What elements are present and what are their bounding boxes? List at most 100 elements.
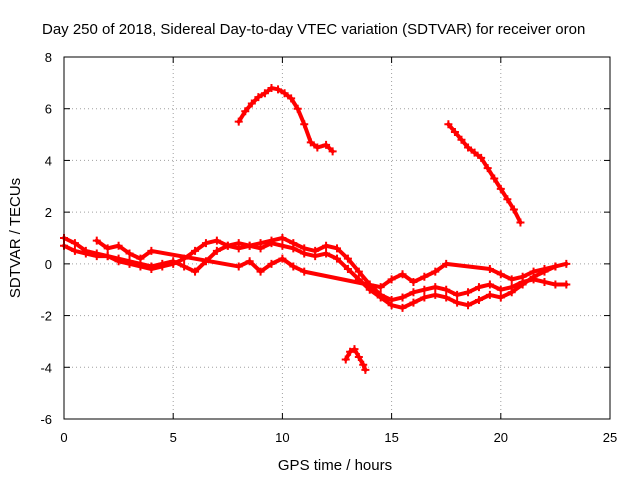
data-point bbox=[464, 143, 473, 152]
data-point bbox=[420, 285, 429, 294]
data-point bbox=[245, 257, 254, 266]
data-point bbox=[103, 244, 112, 253]
y-tick-label: 6 bbox=[45, 102, 52, 117]
data-point bbox=[376, 283, 385, 292]
data-point bbox=[453, 290, 462, 299]
data-point bbox=[457, 135, 466, 144]
data-point bbox=[346, 347, 355, 356]
data-point bbox=[300, 249, 309, 258]
y-axis-label: SDTVAR / TECUs bbox=[7, 178, 24, 298]
data-point bbox=[350, 345, 359, 354]
data-point bbox=[470, 148, 479, 157]
y-tick-label: 0 bbox=[45, 257, 52, 272]
data-point bbox=[158, 259, 167, 268]
data-point bbox=[289, 244, 298, 253]
data-point bbox=[278, 234, 287, 242]
data-point bbox=[516, 218, 525, 227]
data-point bbox=[490, 174, 499, 183]
data-point bbox=[359, 360, 368, 369]
x-tick-label: 25 bbox=[603, 430, 617, 445]
data-point bbox=[125, 257, 134, 266]
data-point bbox=[420, 293, 429, 302]
y-tick-label: 2 bbox=[45, 205, 52, 220]
data-point bbox=[496, 285, 505, 294]
data-point bbox=[311, 252, 320, 261]
data-point bbox=[518, 272, 527, 281]
data-point bbox=[70, 246, 79, 255]
data-point bbox=[328, 147, 337, 156]
data-point bbox=[485, 290, 494, 299]
data-point bbox=[289, 262, 298, 271]
data-point bbox=[280, 89, 289, 98]
data-point bbox=[496, 270, 505, 279]
x-tick-label: 15 bbox=[384, 430, 398, 445]
data-point bbox=[431, 283, 440, 292]
y-tick-label: -6 bbox=[40, 412, 52, 427]
data-point bbox=[313, 143, 322, 152]
data-point bbox=[114, 254, 123, 263]
data-point bbox=[540, 265, 549, 274]
x-tick-label: 10 bbox=[275, 430, 289, 445]
x-tick-label: 20 bbox=[494, 430, 508, 445]
y-tick-label: -4 bbox=[40, 360, 52, 375]
data-point bbox=[300, 120, 309, 129]
data-point bbox=[562, 259, 571, 268]
data-point bbox=[147, 262, 156, 271]
data-point bbox=[254, 93, 263, 102]
data-point bbox=[464, 288, 473, 297]
series-arc-4 bbox=[234, 84, 337, 156]
data-point bbox=[354, 267, 363, 276]
data-point bbox=[147, 246, 156, 255]
data-point bbox=[562, 280, 571, 289]
data-point bbox=[453, 298, 462, 307]
data-point bbox=[180, 262, 189, 271]
data-point bbox=[169, 257, 178, 266]
x-tick-label: 0 bbox=[60, 430, 67, 445]
data-point bbox=[322, 249, 331, 258]
data-point bbox=[431, 267, 440, 276]
data-point bbox=[103, 252, 112, 261]
data-point bbox=[485, 265, 494, 274]
data-point bbox=[496, 184, 505, 193]
data-point bbox=[234, 239, 243, 248]
data-point bbox=[477, 153, 486, 162]
data-point bbox=[540, 277, 549, 286]
plot-frame bbox=[63, 56, 611, 420]
data-point bbox=[125, 249, 134, 258]
y-tick-label: 4 bbox=[45, 153, 52, 168]
data-point bbox=[256, 267, 265, 276]
data-point bbox=[234, 117, 243, 126]
data-point bbox=[322, 241, 331, 250]
data-point bbox=[343, 254, 352, 263]
data-point bbox=[496, 293, 505, 302]
data-point bbox=[114, 241, 123, 250]
series-arc-5 bbox=[444, 120, 525, 227]
series-arc-3 bbox=[92, 236, 560, 292]
y-tick-label: 8 bbox=[45, 50, 52, 65]
data-point bbox=[507, 275, 516, 284]
series-trace bbox=[446, 122, 523, 225]
data-point bbox=[464, 301, 473, 310]
data-point bbox=[256, 244, 265, 253]
data-point bbox=[444, 120, 453, 129]
data-point bbox=[551, 262, 560, 271]
data-point bbox=[212, 246, 221, 255]
data-point bbox=[267, 84, 276, 93]
series-arc-6 bbox=[341, 345, 370, 374]
data-point bbox=[376, 293, 385, 302]
data-point bbox=[267, 239, 276, 248]
data-point bbox=[483, 164, 492, 173]
data-point bbox=[287, 94, 296, 103]
x-axis-label: GPS time / hours bbox=[278, 457, 392, 474]
tick-labels: 0 5 10 15 20 25 -6 -4 -2 0 2 4 6 8 bbox=[40, 50, 617, 445]
data-point bbox=[333, 244, 341, 253]
data-point bbox=[361, 365, 370, 374]
data-point bbox=[442, 285, 451, 294]
data-point bbox=[278, 241, 287, 250]
data-point bbox=[136, 254, 145, 263]
data-point bbox=[191, 246, 200, 255]
data-point bbox=[485, 280, 494, 289]
data-point bbox=[245, 241, 254, 250]
